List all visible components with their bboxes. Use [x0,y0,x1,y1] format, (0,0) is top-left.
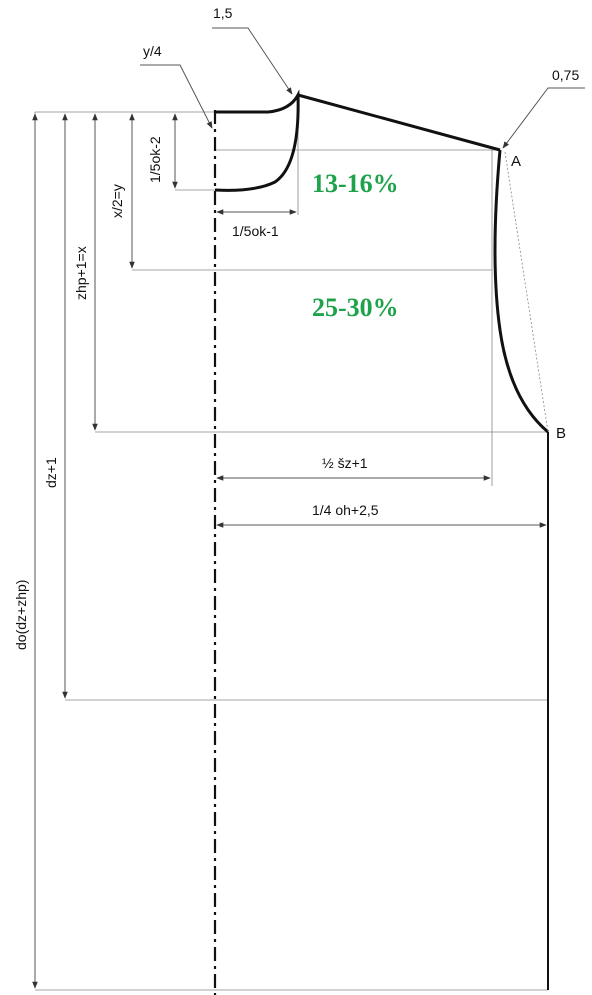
shoulder-seam [297,93,501,152]
neckline-curve [214,89,300,192]
label-point-b: B [556,425,566,442]
label-quarter-oh: 1/4 oh+2,5 [312,502,379,518]
leader-y4 [140,64,213,129]
label-top-mark: 1,5 [213,5,233,21]
label-shoulder-mark: 0,75 [552,67,579,83]
label-do: do(dz+zhp) [13,580,29,650]
armhole-curve [493,149,549,434]
label-dz: dz+1 [43,457,59,488]
label-neck-depth: 1/5ok-2 [147,136,163,183]
label-point-a: A [511,153,521,170]
leader-top [212,27,293,95]
label-zhp: zhp+1=x [73,246,89,300]
label-x2y: x/2=y [109,184,125,218]
armhole-chord [504,151,549,433]
annotation-upper-pct: 13-16% [312,169,399,198]
label-y4: y/4 [143,43,162,59]
leader-shoulder [502,87,585,149]
annotation-lower-pct: 25-30% [312,293,399,322]
label-half-sz: ½ šz+1 [322,455,368,471]
label-neck-width: 1/5ok-1 [232,223,279,239]
